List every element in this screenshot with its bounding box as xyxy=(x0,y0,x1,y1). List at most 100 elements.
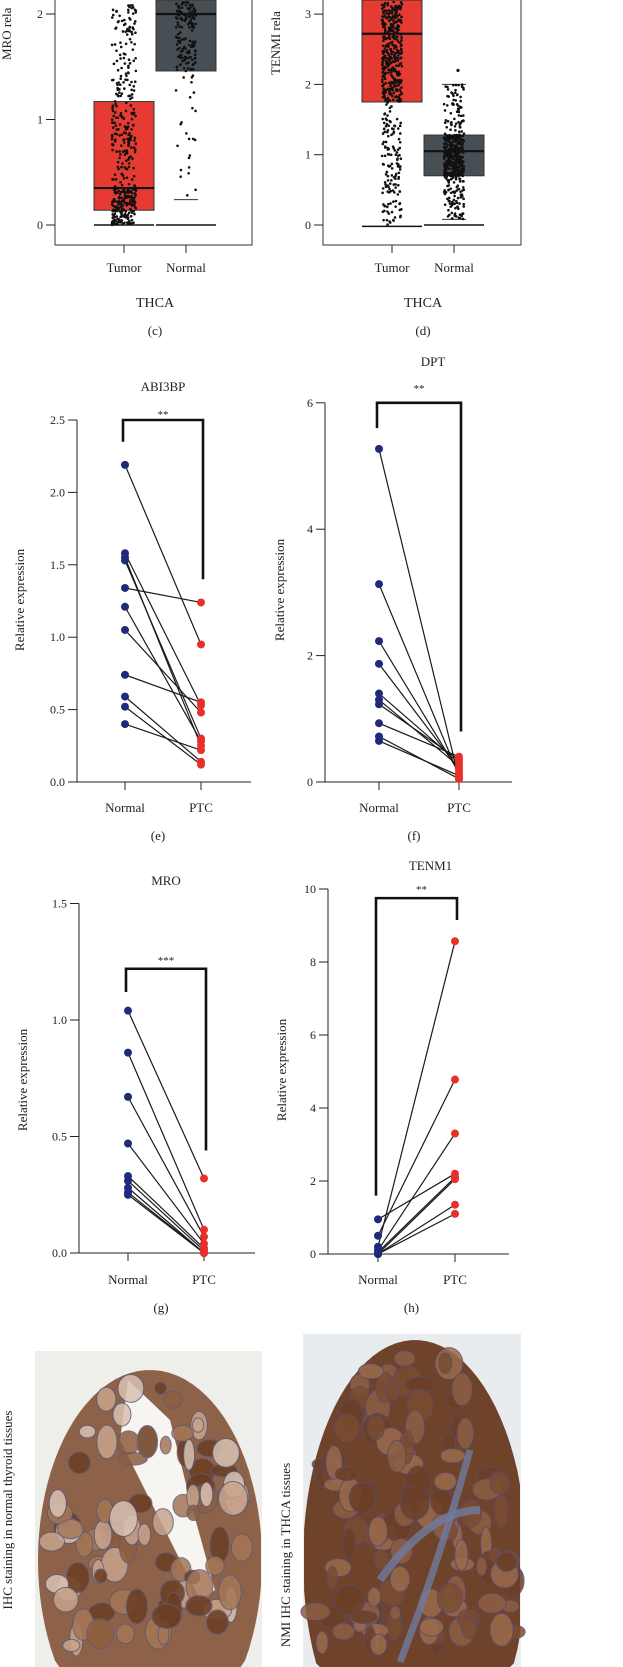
data-point xyxy=(383,21,387,25)
pair-line xyxy=(124,560,202,739)
pair-line xyxy=(378,722,460,758)
data-point xyxy=(132,112,136,115)
ptc-point xyxy=(197,708,205,717)
ptc-point xyxy=(197,698,205,707)
data-point xyxy=(132,85,136,88)
data-point xyxy=(454,199,458,203)
tissue-follicle xyxy=(334,1466,359,1482)
data-point xyxy=(391,75,394,78)
data-point xyxy=(187,26,191,29)
data-point xyxy=(383,9,387,12)
data-point xyxy=(128,37,132,41)
x-tick-label: Normal xyxy=(166,260,206,275)
data-point xyxy=(381,75,384,78)
significance-label: ** xyxy=(416,884,427,896)
data-point xyxy=(390,167,394,170)
tissue-follicle xyxy=(116,1430,141,1455)
data-point xyxy=(123,201,127,205)
data-point xyxy=(115,209,119,213)
data-point xyxy=(123,62,127,65)
data-point xyxy=(110,16,114,19)
data-point xyxy=(456,93,459,96)
data-point xyxy=(452,147,456,151)
data-point xyxy=(456,205,459,209)
data-point xyxy=(387,185,390,189)
data-point xyxy=(386,3,390,7)
data-point xyxy=(119,57,122,60)
data-point xyxy=(124,127,128,131)
data-point xyxy=(115,104,118,108)
data-point xyxy=(179,53,183,57)
data-point xyxy=(123,87,126,90)
data-point xyxy=(399,44,403,48)
normal-point xyxy=(374,1250,382,1258)
data-point xyxy=(387,124,391,127)
data-point xyxy=(387,212,391,215)
data-point xyxy=(119,180,122,184)
tissue-follicle xyxy=(461,1615,478,1640)
data-point xyxy=(124,210,128,213)
data-point xyxy=(174,35,178,39)
data-point xyxy=(442,190,446,194)
y-tick-label: 1.5 xyxy=(52,897,67,911)
data-point xyxy=(121,162,124,165)
data-point xyxy=(127,121,130,125)
data-point xyxy=(116,165,120,169)
data-point xyxy=(119,215,122,219)
data-point xyxy=(125,201,129,205)
y-axis-label: Relative expression xyxy=(12,548,27,651)
data-point xyxy=(448,202,452,205)
data-point xyxy=(111,109,115,113)
data-point xyxy=(442,102,446,106)
data-point xyxy=(388,221,392,224)
data-point xyxy=(178,25,181,28)
panel-label: (h) xyxy=(404,1300,419,1315)
data-point xyxy=(126,189,130,192)
data-point xyxy=(383,112,386,116)
data-point xyxy=(130,93,134,96)
data-point xyxy=(388,41,392,45)
data-point xyxy=(111,213,114,216)
data-point xyxy=(385,11,388,15)
data-point xyxy=(386,87,390,91)
data-point xyxy=(388,110,392,113)
data-point xyxy=(121,150,125,153)
data-point xyxy=(399,157,403,161)
data-point xyxy=(124,109,128,113)
data-point xyxy=(129,104,133,107)
data-point xyxy=(450,172,454,175)
data-point xyxy=(454,138,458,142)
tissue-follicle xyxy=(212,1438,240,1468)
tissue-follicle xyxy=(315,1630,329,1655)
data-point xyxy=(118,14,121,18)
tissue-follicle xyxy=(163,1390,183,1409)
data-point xyxy=(181,47,185,51)
data-point xyxy=(134,69,138,73)
data-point xyxy=(192,7,196,10)
data-point xyxy=(393,77,397,81)
data-point xyxy=(114,177,118,181)
data-point xyxy=(385,205,389,209)
y-axis-label: TENMI rela xyxy=(268,11,283,75)
data-point xyxy=(398,168,402,171)
data-point xyxy=(450,123,453,127)
data-point xyxy=(457,187,461,191)
data-point xyxy=(128,16,131,20)
x-tick-label: Normal xyxy=(108,1272,148,1287)
data-point xyxy=(387,26,391,30)
data-point xyxy=(457,130,461,134)
data-point xyxy=(133,20,137,23)
data-point xyxy=(454,206,457,210)
data-point xyxy=(459,138,463,142)
data-point xyxy=(393,84,396,87)
data-point xyxy=(124,125,128,129)
normal-point xyxy=(121,720,129,729)
ptc-point xyxy=(455,762,463,771)
data-point xyxy=(118,134,121,137)
data-point xyxy=(120,190,123,194)
data-point xyxy=(132,221,135,225)
y-tick-label: 6 xyxy=(310,1028,316,1042)
data-point xyxy=(120,196,123,200)
data-point xyxy=(396,193,400,196)
data-point xyxy=(384,99,387,103)
